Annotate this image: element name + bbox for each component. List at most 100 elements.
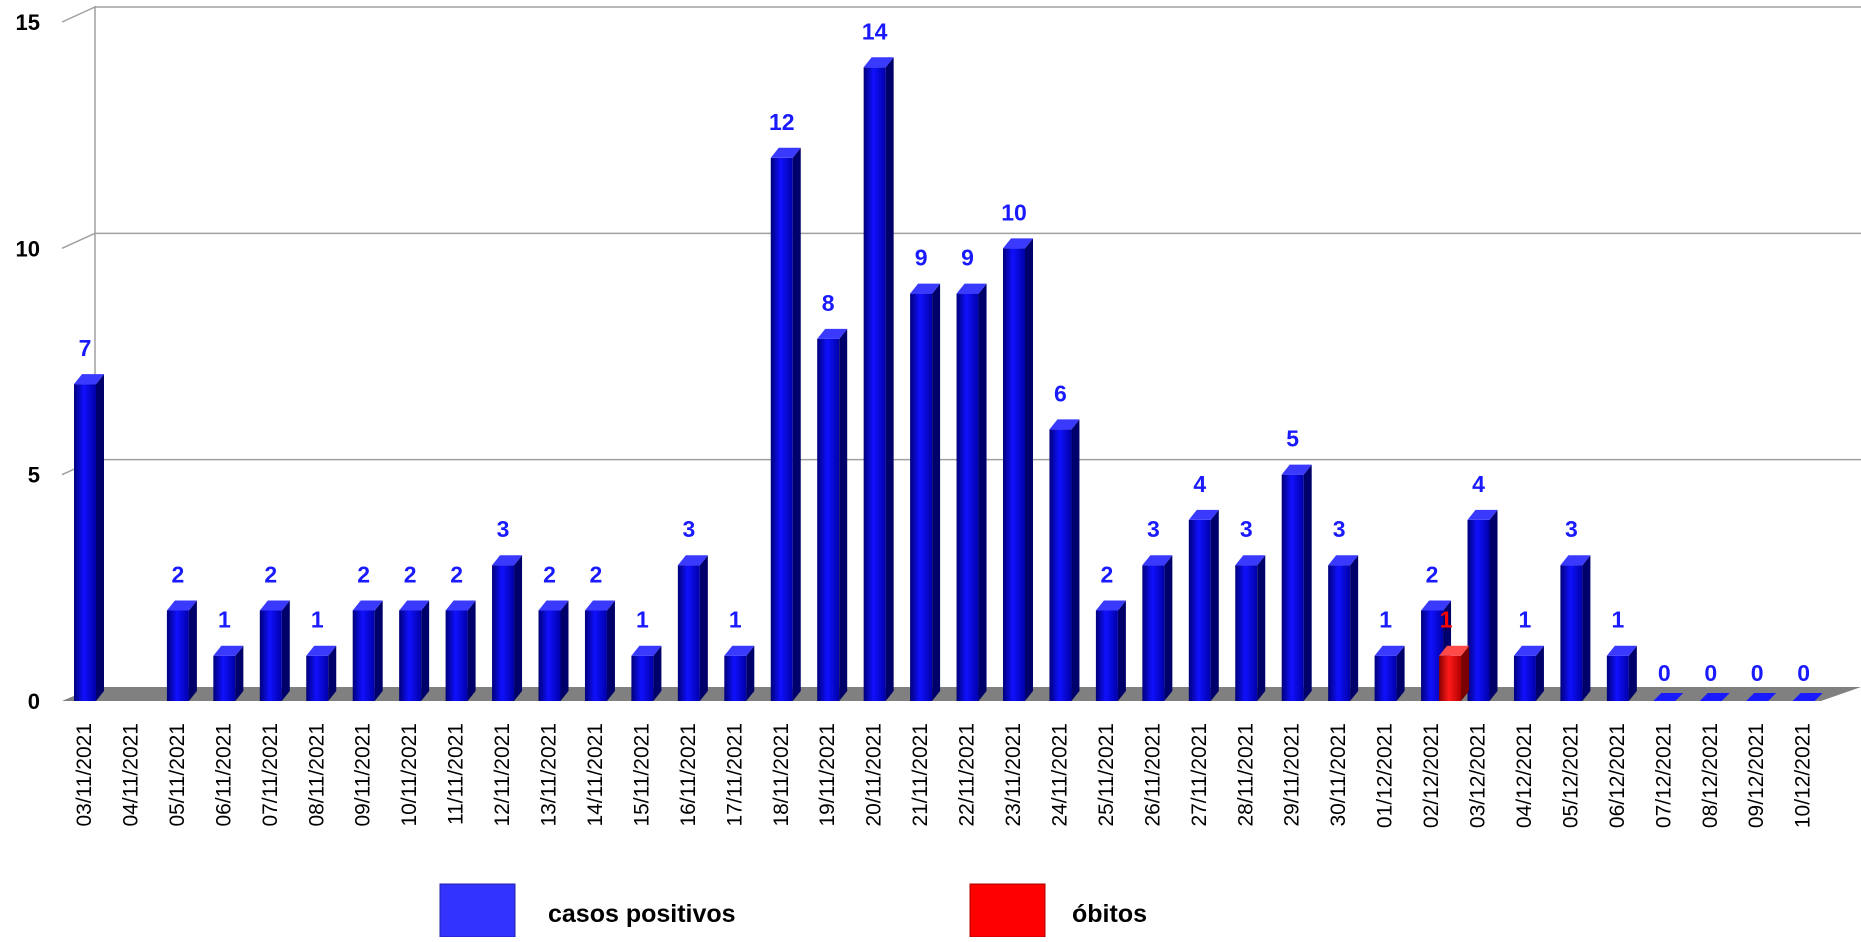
bar-side xyxy=(1489,509,1498,701)
x-tick-label: 19/11/2021 xyxy=(816,723,839,827)
data-label: 2 xyxy=(264,561,277,587)
data-label: 9 xyxy=(915,245,928,271)
bar-side xyxy=(885,57,894,702)
bar-front xyxy=(1003,248,1025,702)
bar-front xyxy=(445,610,468,701)
bar xyxy=(677,555,708,701)
bar-side xyxy=(1210,509,1219,701)
bar-top xyxy=(1188,509,1219,520)
bar xyxy=(863,57,894,702)
bar-front xyxy=(1513,655,1536,701)
x-tick-label: 05/12/2021 xyxy=(1559,723,1582,828)
bar-side xyxy=(235,645,244,701)
bar xyxy=(1792,693,1823,701)
bar xyxy=(1606,645,1637,701)
bar-top xyxy=(166,600,197,611)
bar-top xyxy=(770,147,801,158)
data-label: 14 xyxy=(862,18,888,44)
bar xyxy=(1142,555,1173,701)
bar xyxy=(817,328,848,701)
legend-label-casos-positivos: casos positivos xyxy=(548,900,736,928)
x-tick-label: 05/11/2021 xyxy=(166,723,189,827)
bar xyxy=(724,645,755,701)
bar-side xyxy=(839,328,848,701)
bar-front xyxy=(399,610,422,701)
data-label: 2 xyxy=(404,561,417,587)
legend-swatch-casos-positivos xyxy=(439,883,516,938)
bar-side xyxy=(328,645,337,701)
bar-flat xyxy=(1746,693,1777,701)
bar-side xyxy=(1461,645,1470,701)
bar-side xyxy=(1257,555,1266,701)
bar-top xyxy=(74,374,104,385)
bar-top xyxy=(352,600,383,611)
bar xyxy=(306,645,337,701)
bar-flat xyxy=(1653,693,1684,701)
bar-top xyxy=(677,555,708,566)
data-label: 2 xyxy=(590,561,603,587)
bars-layer xyxy=(74,57,1823,702)
bar-side xyxy=(746,645,755,701)
bar-top xyxy=(1235,555,1266,566)
x-tick-label: 24/11/2021 xyxy=(1048,723,1071,827)
x-tick-label: 20/11/2021 xyxy=(863,723,886,827)
bar-front xyxy=(1049,429,1072,701)
x-tick-label: 04/12/2021 xyxy=(1513,723,1536,828)
bar-side xyxy=(1117,600,1126,701)
bar-top xyxy=(910,283,941,294)
bar-front xyxy=(1421,610,1444,701)
bar-top xyxy=(584,600,615,611)
legend: casos positivos óbitos xyxy=(439,883,1147,938)
bar-front xyxy=(724,655,747,701)
bar-side xyxy=(1025,238,1033,702)
bar xyxy=(1513,645,1544,701)
bar-front xyxy=(213,655,236,701)
data-label: 3 xyxy=(1565,516,1578,542)
x-tick-label: 10/11/2021 xyxy=(398,723,421,827)
bar-side xyxy=(1582,555,1591,701)
bar-front xyxy=(1467,519,1490,701)
data-label: 1 xyxy=(1379,607,1392,633)
x-tick-label: 06/11/2021 xyxy=(212,723,235,827)
x-tick-label: 28/11/2021 xyxy=(1234,723,1257,827)
data-label: 9 xyxy=(961,245,974,271)
bar xyxy=(1746,693,1777,701)
data-label: 0 xyxy=(1797,660,1810,686)
bar-front xyxy=(584,610,607,701)
data-label: 1 xyxy=(1440,607,1453,633)
data-label: 1 xyxy=(311,607,324,633)
bar-flat xyxy=(1699,693,1730,701)
bar xyxy=(956,283,987,701)
bar-side xyxy=(932,283,941,701)
bar-front xyxy=(166,610,189,701)
x-tick-label: 03/11/2021 xyxy=(73,723,96,827)
x-tick-label: 06/12/2021 xyxy=(1606,723,1629,828)
bar xyxy=(538,600,569,701)
bar-front xyxy=(677,565,700,701)
bar-top xyxy=(1513,645,1544,656)
bar-top xyxy=(817,328,848,339)
x-tick-label: 07/12/2021 xyxy=(1652,723,1675,828)
bar xyxy=(166,600,197,701)
x-tick-label: 17/11/2021 xyxy=(723,723,746,827)
data-label: 8 xyxy=(822,290,835,316)
bar-top xyxy=(1095,600,1126,611)
data-label: 1 xyxy=(1519,607,1532,633)
x-axis: 03/11/2021 04/11/2021 05/11/2021 06/11/2021… xyxy=(73,723,1815,828)
bar-side xyxy=(792,147,801,702)
data-label: 2 xyxy=(357,561,370,587)
bar xyxy=(492,555,523,701)
bar-top xyxy=(399,600,430,611)
bar-top xyxy=(1003,238,1033,249)
data-label: 1 xyxy=(636,607,649,633)
data-label: 1 xyxy=(218,607,231,633)
data-label: 12 xyxy=(769,109,795,135)
bar-top xyxy=(631,645,662,656)
bar-top xyxy=(1439,645,1470,656)
bar xyxy=(1328,555,1359,701)
bar-side xyxy=(374,600,383,701)
bar-top xyxy=(1328,555,1359,566)
